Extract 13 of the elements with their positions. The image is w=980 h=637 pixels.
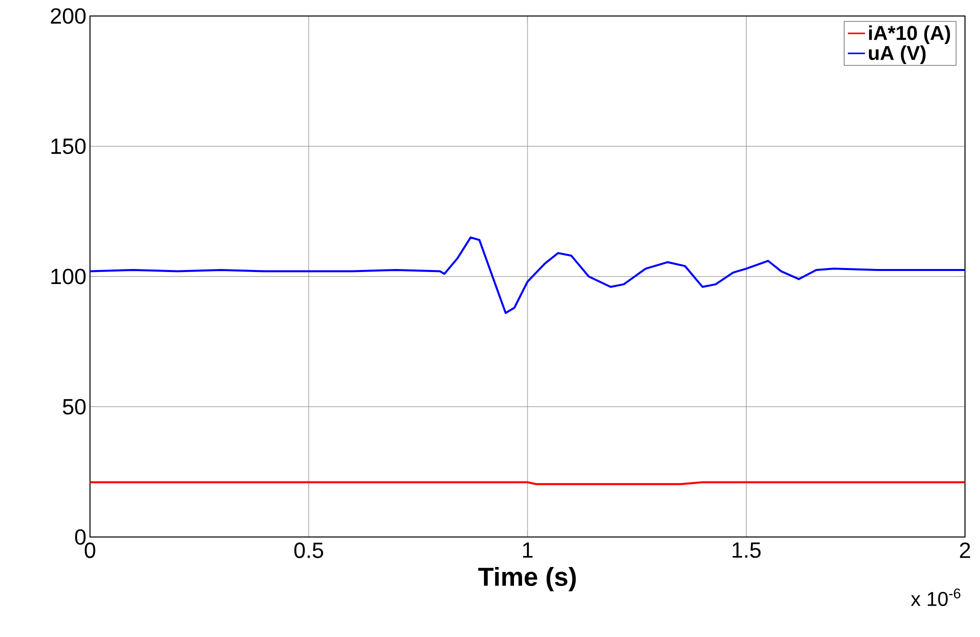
x-tick-label: 2 [960, 542, 970, 558]
legend-label: uA (V) [868, 45, 926, 64]
x-tick-label: 1 [523, 542, 533, 558]
x-axis-title: Time (s) [478, 566, 576, 592]
x-tick-label: 0.5 [294, 542, 324, 558]
text: x 10$^{-6}$ [910, 588, 960, 606]
x-tick-label: 1.5 [732, 542, 761, 558]
y-tick-label: 0 [75, 529, 86, 545]
y-tick-label: 150 [51, 138, 86, 154]
legend-label: iA*10 (A) [869, 25, 950, 44]
y-tick-label: 200 [50, 8, 86, 24]
y-tick-label: 50 [62, 398, 86, 415]
y-tick-label: 100 [51, 268, 86, 284]
